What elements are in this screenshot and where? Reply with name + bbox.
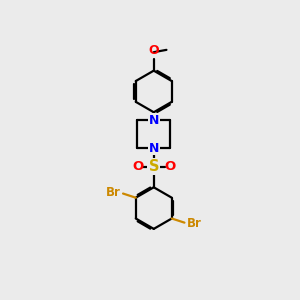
Text: O: O [148,44,159,58]
Text: O: O [164,160,175,173]
Text: N: N [148,114,159,127]
Text: Br: Br [105,186,120,199]
Text: N: N [148,142,159,154]
Text: S: S [148,159,159,174]
Text: Br: Br [187,217,202,230]
Text: O: O [132,160,143,173]
